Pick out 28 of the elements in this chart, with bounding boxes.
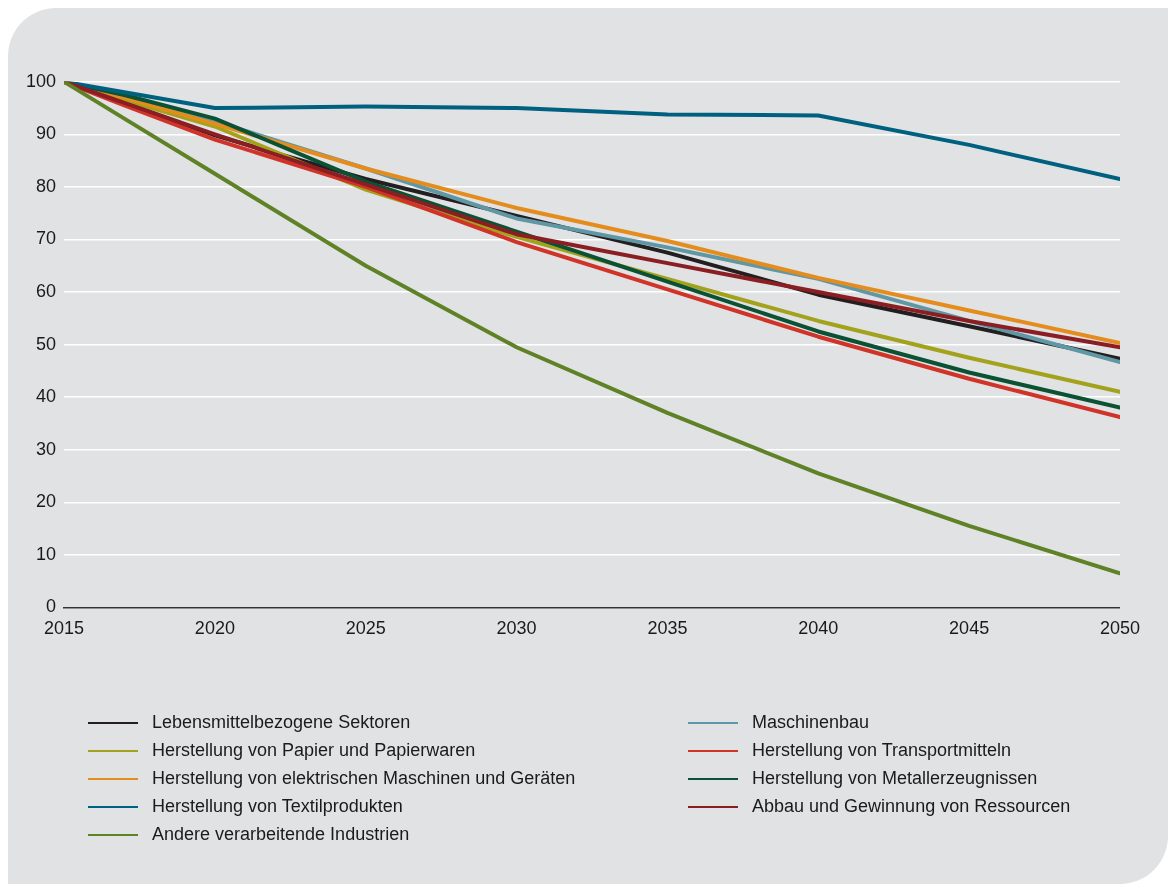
legend-label: Herstellung von Papier und Papierwaren bbox=[152, 740, 476, 761]
y-tick-label: 100 bbox=[25, 70, 57, 91]
legend-label: Abbau und Gewinnung von Ressourcen bbox=[752, 796, 1071, 817]
legend-label: Herstellung von Textilprodukten bbox=[152, 796, 403, 817]
legend-label: Maschinenbau bbox=[752, 712, 870, 733]
y-tick-label: 0 bbox=[46, 596, 57, 617]
legend-label: Herstellung von elektrischen Maschinen und Geräten bbox=[152, 768, 576, 789]
legend-label: Herstellung von Transportmitteln bbox=[752, 740, 1012, 761]
x-tick-label: 2045 bbox=[949, 618, 990, 639]
x-tick-label: 2020 bbox=[194, 618, 235, 639]
legend-label: Lebensmittelbezogene Sektoren bbox=[152, 712, 411, 733]
x-tick-label: 2040 bbox=[798, 618, 839, 639]
legend-label: Andere verarbeitende Industrien bbox=[152, 824, 410, 845]
y-tick-label: 20 bbox=[36, 491, 57, 512]
y-tick-label: 80 bbox=[36, 175, 57, 196]
y-tick-label: 10 bbox=[36, 543, 57, 564]
y-tick-label: 50 bbox=[36, 333, 57, 354]
x-tick-label: 2030 bbox=[496, 618, 537, 639]
y-tick-label: 90 bbox=[36, 123, 57, 144]
y-tick-label: 60 bbox=[36, 281, 57, 302]
x-tick-label: 2025 bbox=[345, 618, 386, 639]
legend-label: Herstellung von Metallerzeugnissen bbox=[752, 768, 1038, 789]
y-tick-label: 30 bbox=[36, 438, 57, 459]
x-tick-label: 2035 bbox=[647, 618, 688, 639]
x-tick-label: 2015 bbox=[44, 618, 85, 639]
y-tick-label: 70 bbox=[36, 228, 57, 249]
x-tick-label: 2050 bbox=[1099, 618, 1140, 639]
y-tick-label: 40 bbox=[36, 386, 57, 407]
